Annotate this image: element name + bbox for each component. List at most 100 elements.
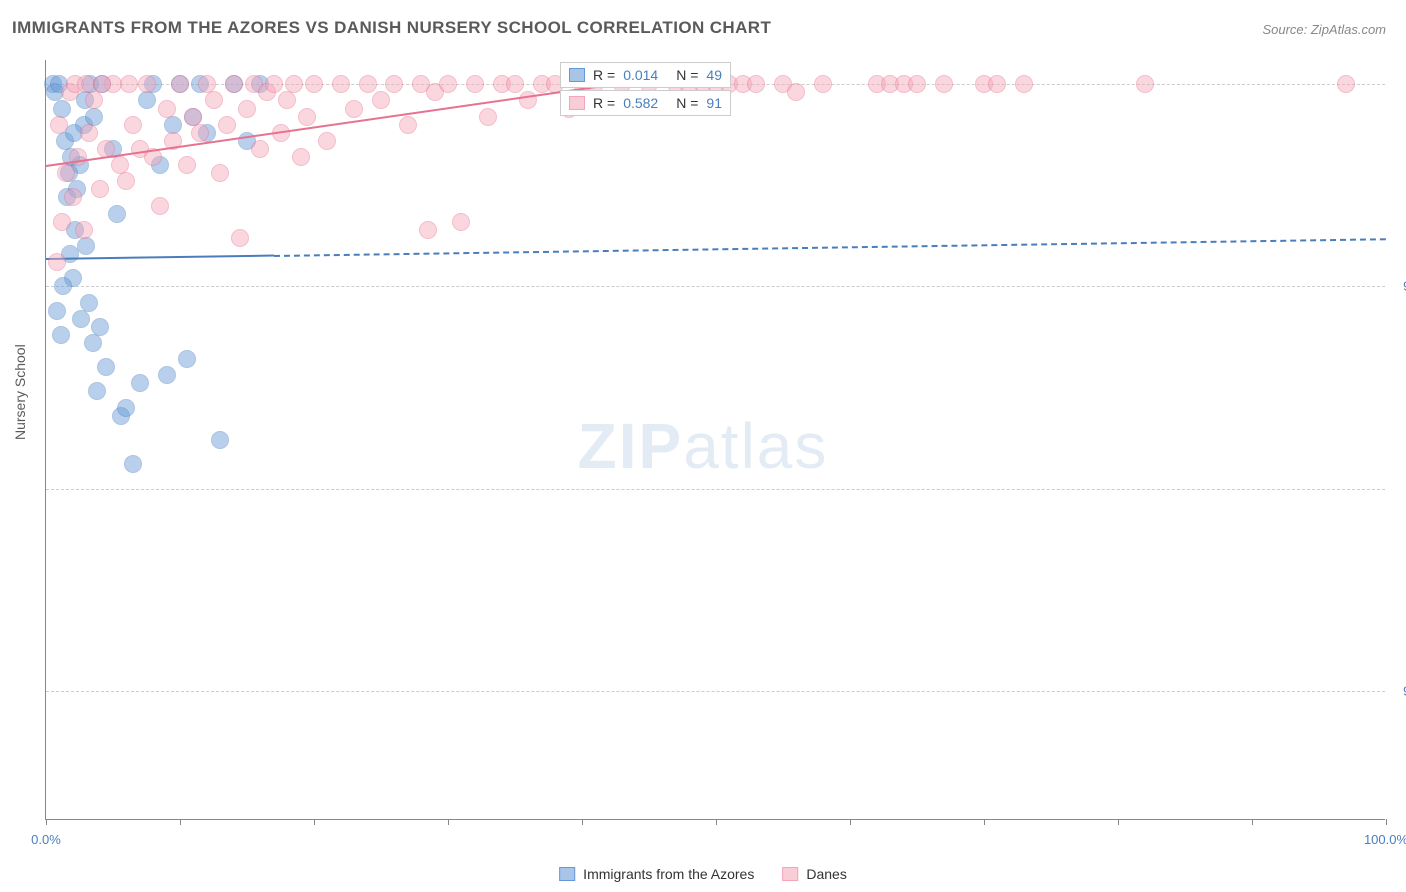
scatter-point	[80, 294, 98, 312]
scatter-point	[225, 75, 243, 93]
scatter-point	[205, 91, 223, 109]
legend-swatch	[559, 867, 575, 881]
scatter-point	[908, 75, 926, 93]
scatter-point	[93, 75, 111, 93]
scatter-point	[814, 75, 832, 93]
chart-title: IMMIGRANTS FROM THE AZORES VS DANISH NUR…	[12, 18, 771, 38]
scatter-point	[117, 172, 135, 190]
legend-label: Immigrants from the Azores	[583, 866, 754, 882]
r-label: R =	[593, 95, 615, 111]
scatter-point	[191, 124, 209, 142]
plot-area: 92.5%97.5%0.0%100.0%	[45, 60, 1385, 820]
r-value: 0.014	[623, 67, 658, 83]
x-tick	[984, 819, 985, 825]
x-tick	[716, 819, 717, 825]
x-tick	[448, 819, 449, 825]
gridline	[46, 489, 1385, 490]
scatter-point	[251, 140, 269, 158]
n-value: 49	[706, 67, 722, 83]
scatter-point	[171, 75, 189, 93]
scatter-point	[75, 221, 93, 239]
scatter-point	[131, 374, 149, 392]
x-tick	[46, 819, 47, 825]
scatter-point	[77, 237, 95, 255]
scatter-point	[238, 100, 256, 118]
n-label: N =	[676, 67, 698, 83]
scatter-point	[1136, 75, 1154, 93]
scatter-point	[85, 91, 103, 109]
stats-swatch	[569, 68, 585, 82]
scatter-point	[211, 431, 229, 449]
scatter-point	[372, 91, 390, 109]
scatter-point	[57, 164, 75, 182]
legend-item: Immigrants from the Azores	[559, 866, 754, 882]
source-label: Source: ZipAtlas.com	[1262, 22, 1386, 37]
scatter-point	[285, 75, 303, 93]
scatter-point	[158, 100, 176, 118]
scatter-point	[305, 75, 323, 93]
scatter-point	[479, 108, 497, 126]
scatter-point	[345, 100, 363, 118]
stats-swatch	[569, 96, 585, 110]
scatter-point	[97, 358, 115, 376]
scatter-point	[124, 455, 142, 473]
x-tick	[180, 819, 181, 825]
scatter-point	[439, 75, 457, 93]
x-tick	[1118, 819, 1119, 825]
x-tick	[582, 819, 583, 825]
scatter-point	[69, 148, 87, 166]
scatter-point	[218, 116, 236, 134]
scatter-point	[178, 350, 196, 368]
trend-line	[274, 238, 1386, 257]
scatter-point	[117, 399, 135, 417]
scatter-point	[88, 382, 106, 400]
scatter-point	[52, 326, 70, 344]
scatter-point	[231, 229, 249, 247]
x-tick-label: 100.0%	[1364, 832, 1406, 847]
scatter-point	[138, 75, 156, 93]
scatter-point	[84, 334, 102, 352]
scatter-point	[419, 221, 437, 239]
scatter-point	[747, 75, 765, 93]
scatter-point	[1337, 75, 1355, 93]
r-label: R =	[593, 67, 615, 83]
scatter-point	[506, 75, 524, 93]
scatter-point	[138, 91, 156, 109]
scatter-point	[50, 116, 68, 134]
scatter-point	[399, 116, 417, 134]
scatter-point	[124, 116, 142, 134]
scatter-point	[108, 205, 126, 223]
scatter-point	[211, 164, 229, 182]
gridline	[46, 286, 1385, 287]
x-tick	[1386, 819, 1387, 825]
gridline	[46, 691, 1385, 692]
n-label: N =	[676, 95, 698, 111]
scatter-point	[265, 75, 283, 93]
scatter-point	[1015, 75, 1033, 93]
scatter-point	[178, 156, 196, 174]
scatter-point	[158, 366, 176, 384]
scatter-point	[332, 75, 350, 93]
scatter-point	[935, 75, 953, 93]
scatter-point	[64, 188, 82, 206]
scatter-point	[988, 75, 1006, 93]
scatter-point	[72, 310, 90, 328]
scatter-point	[292, 148, 310, 166]
scatter-point	[48, 302, 66, 320]
legend: Immigrants from the Azores Danes	[559, 866, 847, 882]
scatter-point	[53, 100, 71, 118]
trend-line	[46, 255, 274, 260]
scatter-point	[787, 83, 805, 101]
x-tick-label: 0.0%	[31, 832, 61, 847]
r-value: 0.582	[623, 95, 658, 111]
stats-box: R = 0.014 N = 49	[560, 62, 731, 88]
scatter-point	[452, 213, 470, 231]
stats-box: R = 0.582 N = 91	[560, 90, 731, 116]
x-tick	[850, 819, 851, 825]
scatter-point	[53, 213, 71, 231]
scatter-point	[91, 318, 109, 336]
legend-item: Danes	[782, 866, 846, 882]
scatter-point	[54, 277, 72, 295]
n-value: 91	[706, 95, 722, 111]
scatter-point	[120, 75, 138, 93]
